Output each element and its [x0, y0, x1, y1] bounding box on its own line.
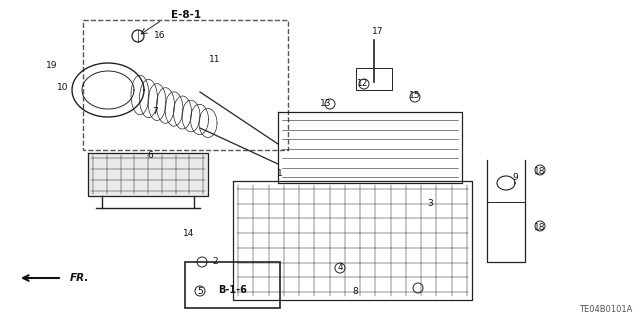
Text: 10: 10: [57, 84, 68, 93]
Text: TE04B0101A: TE04B0101A: [579, 305, 632, 314]
Text: 17: 17: [372, 27, 384, 36]
Text: FR.: FR.: [70, 273, 90, 283]
Text: 4: 4: [337, 263, 343, 272]
Text: B-1-6: B-1-6: [219, 285, 248, 295]
Text: 19: 19: [46, 61, 58, 70]
Text: 18: 18: [534, 167, 546, 175]
Text: 13: 13: [320, 99, 332, 108]
Text: 12: 12: [357, 78, 369, 87]
Polygon shape: [88, 153, 208, 196]
Text: 3: 3: [427, 199, 433, 209]
Text: 14: 14: [183, 228, 195, 238]
Text: 11: 11: [209, 56, 221, 64]
Bar: [83, 20, 288, 150]
Text: 15: 15: [409, 92, 420, 100]
Text: 18: 18: [534, 222, 546, 232]
Text: 5: 5: [197, 286, 203, 295]
Bar: [356, 68, 392, 90]
Text: E-8-1: E-8-1: [171, 10, 201, 20]
Text: 7: 7: [152, 108, 158, 116]
Text: 8: 8: [352, 287, 358, 296]
Text: 9: 9: [512, 174, 518, 182]
Text: 2: 2: [212, 257, 218, 266]
Text: 6: 6: [147, 151, 153, 160]
Bar: [185, 262, 280, 308]
Text: 16: 16: [154, 31, 166, 40]
Text: 1: 1: [277, 169, 283, 179]
